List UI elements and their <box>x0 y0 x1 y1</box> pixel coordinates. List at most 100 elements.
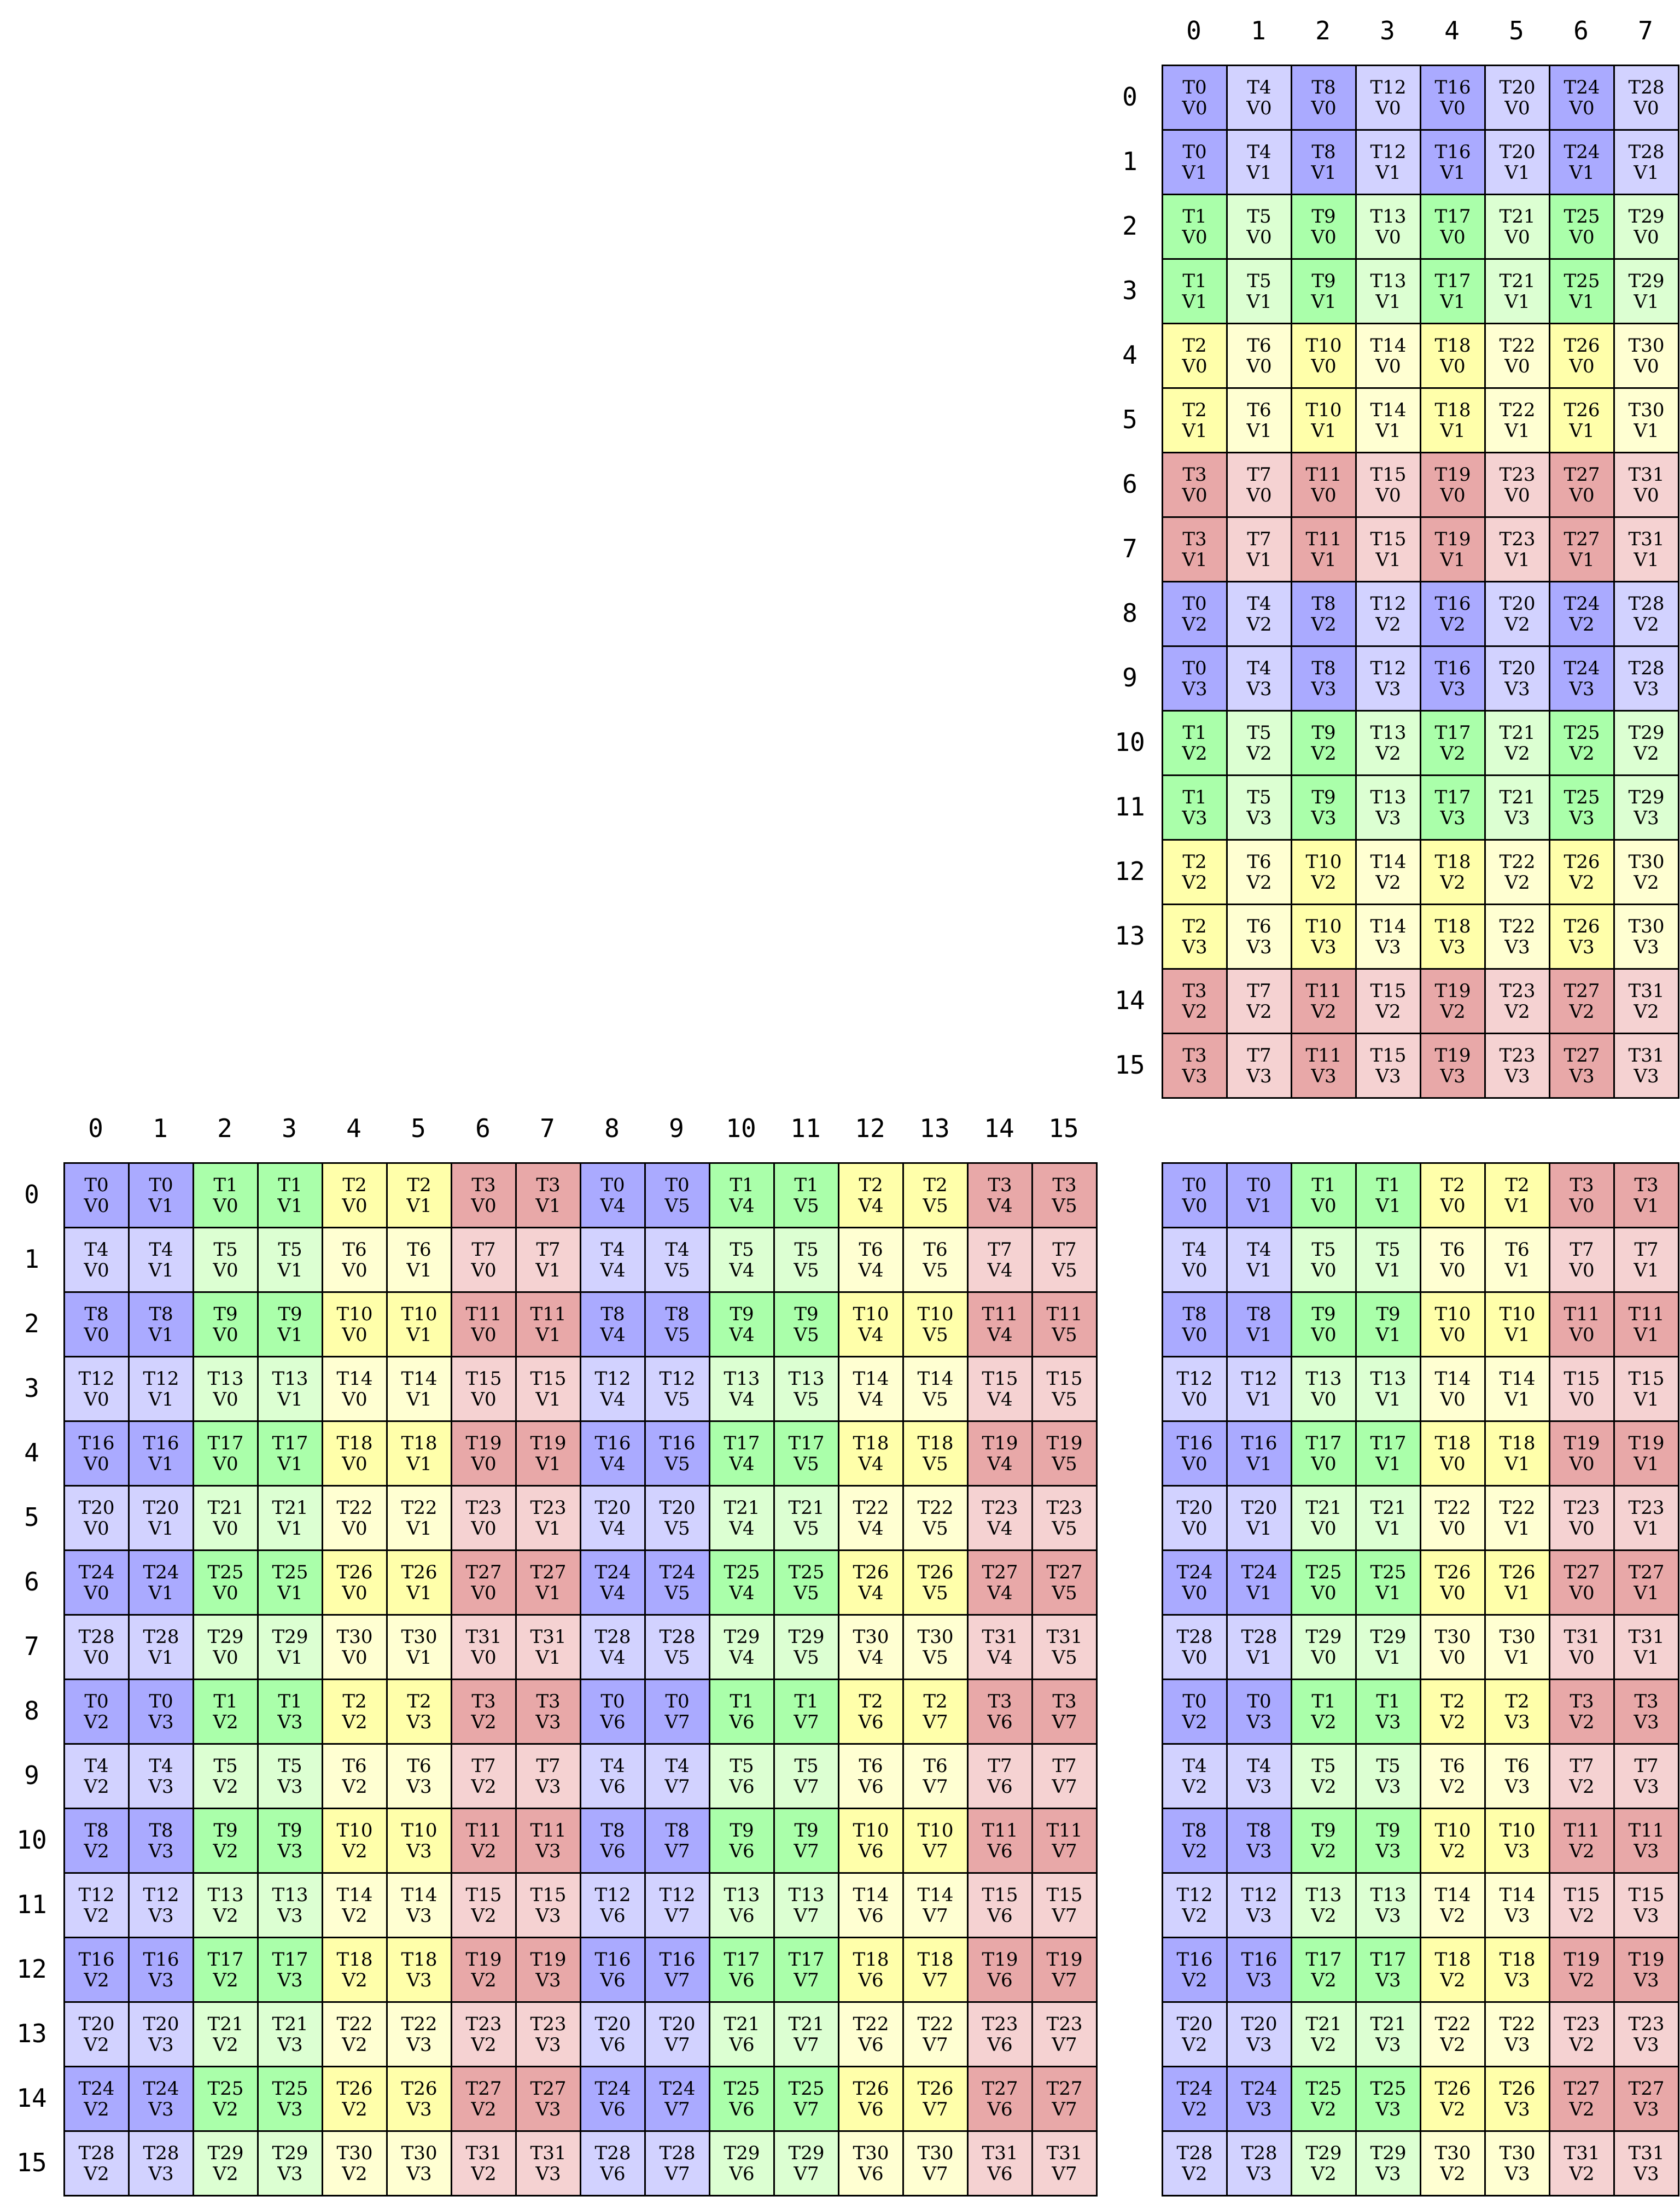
thread-id-label: T4 <box>665 1238 690 1261</box>
grid-cell: T12 V2 <box>63 1872 130 1938</box>
grid-cell: T20 V1 <box>128 1485 194 1551</box>
value-id-label: V6 <box>600 1969 626 1991</box>
grid-cell: T16 V2 <box>1162 1937 1228 2003</box>
grid-cell: T26 V2 <box>1549 839 1615 905</box>
grid-cell: T15 V2 <box>1549 1872 1615 1938</box>
grid-cell: T20 V1 <box>1484 129 1550 195</box>
thread-id-label: T3 <box>1634 1690 1659 1712</box>
value-id-label: V4 <box>858 1582 884 1604</box>
grid-cell: T29 V3 <box>257 2130 323 2196</box>
thread-id-label: T9 <box>794 1303 819 1325</box>
grid-cell: T28 V3 <box>1226 2130 1292 2196</box>
row-index-label: 1 <box>24 1244 39 1274</box>
thread-id-label: T3 <box>1182 528 1207 550</box>
grid-cell: T22 V2 <box>1484 839 1550 905</box>
grid-cell: T24 V7 <box>644 2066 710 2132</box>
value-id-label: V2 <box>1311 1904 1337 1927</box>
value-id-label: V5 <box>664 1194 690 1217</box>
value-id-label: V1 <box>1504 290 1530 313</box>
value-id-label: V0 <box>1634 484 1659 506</box>
value-id-label: V1 <box>1246 1646 1272 1669</box>
grid-cell: T28 V2 <box>1613 581 1679 647</box>
thread-id-label: T29 <box>207 1625 244 1648</box>
thread-id-label: T0 <box>1182 141 1207 163</box>
grid-cell: T6 V4 <box>838 1227 904 1293</box>
thread-id-label: T9 <box>1311 721 1336 744</box>
grid-cell: T9 V3 <box>1355 1808 1421 1874</box>
value-id-label: V7 <box>923 1969 948 1991</box>
value-id-label: V2 <box>1246 613 1272 636</box>
grid-cell: T30 V2 <box>322 2130 388 2196</box>
value-id-label: V6 <box>600 2163 626 2185</box>
value-id-label: V1 <box>1246 1194 1272 1217</box>
value-id-label: V5 <box>923 1582 948 1604</box>
grid-cell: T2 V6 <box>838 1679 904 1745</box>
thread-id-label: T26 <box>336 1561 373 1583</box>
grid-cell: T23 V0 <box>1549 1485 1615 1551</box>
value-id-label: V3 <box>1246 1969 1272 1991</box>
value-id-label: V1 <box>1634 161 1659 184</box>
value-id-label: V0 <box>1375 97 1401 119</box>
row-index-label: 5 <box>24 1502 39 1532</box>
grid-cell: T16 V0 <box>63 1420 130 1487</box>
thread-id-label: T30 <box>401 2142 438 2164</box>
thread-id-label: T14 <box>1499 1367 1536 1390</box>
thread-id-label: T21 <box>1305 1496 1342 1519</box>
thread-id-label: T22 <box>401 1496 438 1519</box>
thread-id-label: T13 <box>1305 1367 1342 1390</box>
grid-cell: T22 V2 <box>322 2001 388 2067</box>
row-index-label: 6 <box>24 1567 39 1596</box>
thread-id-label: T28 <box>1628 141 1665 163</box>
grid-cell: T28 V0 <box>1613 65 1679 131</box>
value-id-label: V7 <box>923 2033 948 2056</box>
value-id-label: V3 <box>1504 678 1530 700</box>
grid-cell: T1 V2 <box>1162 710 1228 776</box>
grid-cell: T27 V7 <box>1031 2066 1098 2132</box>
value-id-label: V4 <box>858 1388 884 1411</box>
thread-id-label: T15 <box>465 1367 502 1390</box>
thread-id-label: T13 <box>788 1367 825 1390</box>
grid-cell: T7 V1 <box>1226 516 1292 582</box>
grid-cell: T27 V3 <box>515 2066 581 2132</box>
thread-id-label: T3 <box>471 1690 496 1712</box>
grid-cell: T23 V7 <box>1031 2001 1098 2067</box>
thread-id-label: T26 <box>917 2077 954 2100</box>
thread-id-label: T9 <box>1376 1819 1401 1841</box>
thread-id-label: T18 <box>401 1432 438 1454</box>
row-index-label: 2 <box>1122 211 1138 241</box>
thread-id-label: T5 <box>213 1755 238 1777</box>
value-id-label: V6 <box>600 1775 626 1798</box>
value-id-label: V1 <box>148 1453 174 1475</box>
thread-id-label: T19 <box>530 1432 567 1454</box>
value-id-label: V5 <box>923 1259 948 1281</box>
thread-id-label: T26 <box>917 1561 954 1583</box>
value-id-label: V6 <box>987 2163 1013 2185</box>
value-id-label: V5 <box>794 1388 819 1411</box>
thread-id-label: T2 <box>1182 915 1207 937</box>
thread-id-label: T29 <box>1628 721 1665 744</box>
grid-cell: T14 V3 <box>1484 1872 1550 1938</box>
value-id-label: V3 <box>148 1840 174 1862</box>
thread-id-label: T0 <box>149 1690 173 1712</box>
grid-cell: T28 V3 <box>128 2130 194 2196</box>
thread-id-label: T4 <box>149 1238 173 1261</box>
thread-id-label: T5 <box>730 1238 754 1261</box>
thread-id-label: T25 <box>1370 2077 1407 2100</box>
value-id-label: V5 <box>1052 1194 1077 1217</box>
grid-cell: T16 V6 <box>580 1937 646 2003</box>
thread-id-label: T11 <box>1564 1819 1600 1841</box>
grid-cell: T6 V3 <box>386 1743 452 1809</box>
thread-id-label: T13 <box>788 1884 825 1906</box>
value-id-label: V2 <box>1311 2098 1337 2120</box>
value-id-label: V2 <box>471 1775 497 1798</box>
value-id-label: V2 <box>213 2098 238 2120</box>
grid-cell: T7 V3 <box>515 1743 581 1809</box>
value-id-label: V2 <box>84 1775 109 1798</box>
thread-id-label: T5 <box>794 1755 819 1777</box>
grid-cell: T9 V0 <box>1291 194 1357 260</box>
thread-id-label: T1 <box>278 1690 302 1712</box>
grid-cell: T18 V2 <box>1420 839 1486 905</box>
thread-id-label: T17 <box>272 1432 308 1454</box>
thread-id-label: T5 <box>730 1755 754 1777</box>
thread-id-label: T20 <box>1176 2013 1213 2035</box>
